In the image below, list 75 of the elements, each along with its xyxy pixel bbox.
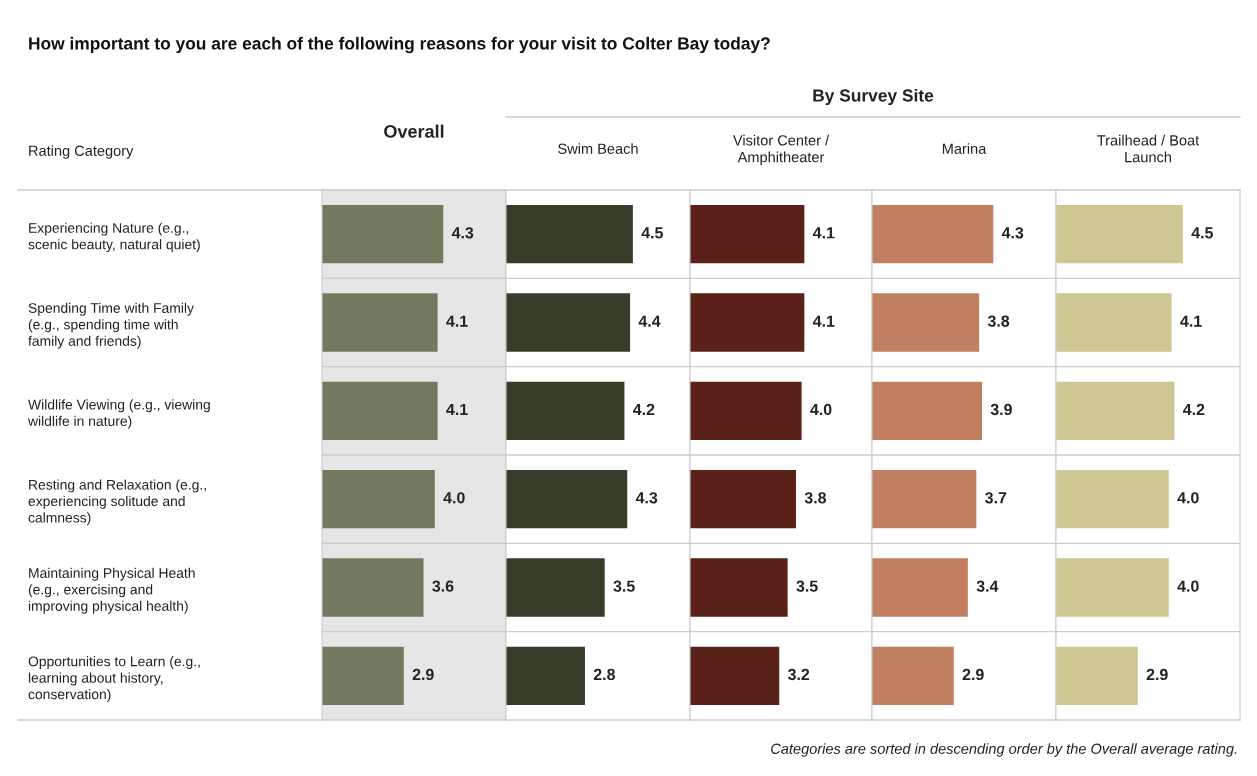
bar [322,646,404,705]
data-label: 3.8 [987,315,1010,327]
y-tick-label: Maintaining Physical Heath (e.g., exercising and improving physical health) [28,567,195,614]
y-tick-label: Experiencing Nature (e.g., scenic beauty, natural quiet) [28,222,200,253]
y-tick-label: Spending Time with Family (e.g., spending time with family and friends) [28,302,194,349]
bar [506,558,605,617]
bar [690,470,796,529]
text: Categories are sorted in descending order by the Overall average rating. [771,743,1237,757]
bar [690,558,788,617]
bar [506,293,631,352]
bar [506,381,625,440]
bar [506,205,633,264]
bar [322,381,438,440]
bar [322,205,444,264]
data-label: 4.2 [633,403,655,415]
bar [690,646,780,705]
bar [1056,381,1175,440]
data-label: 4.1 [446,403,468,415]
data-label: 4.1 [812,227,835,239]
data-label: 3.6 [432,580,454,592]
y-tick-label: Wildlife Viewing (e.g., viewing wildlife in nature) [27,399,210,429]
data-label: 4.5 [641,227,663,239]
data-label: 3.2 [787,668,810,681]
bar [690,205,805,264]
data-label: 4.1 [812,315,835,327]
data-label: 4.2 [1183,403,1205,415]
data-label: 4.3 [451,227,474,239]
bar [690,381,802,440]
text: How important to you are each of the following reasons for your visit to Colter Bay today? [29,36,770,54]
bar [1056,470,1169,529]
data-label: 2.9 [412,668,434,681]
y-axis-title: Rating Category [29,145,134,159]
bar [1056,646,1138,705]
bar [872,558,968,617]
data-label: 4.1 [446,315,468,327]
chart-title: Overall [384,124,444,138]
bar [322,558,424,617]
data-label: 4.3 [1001,227,1024,239]
bar [506,646,585,705]
y-tick-label: Opportunities to Learn (e.g., learning about history, conservation) [28,656,200,702]
data-label: 4.5 [1191,227,1213,239]
bar [1056,205,1183,264]
bar [872,470,977,529]
data-label: 3.8 [804,492,827,504]
data-label: 4.0 [1177,580,1199,592]
data-label: 2.9 [962,668,984,681]
data-label: 3.5 [796,580,818,592]
text: By Survey Site [813,88,934,106]
bar [1056,293,1172,352]
data-label: 3.5 [613,580,635,592]
chart-title: Trailhead / Boat Launch [1097,134,1200,163]
bar [322,470,435,529]
bar [872,205,994,264]
bar [1056,558,1169,617]
bar [506,470,628,529]
data-label: 3.4 [976,580,999,592]
chart-title: Marina [942,143,987,154]
bar [872,381,982,440]
data-label: 4.0 [810,403,832,416]
bar [872,646,954,705]
data-label: 2.9 [1146,668,1168,681]
data-label: 4.0 [1177,492,1199,504]
data-label: 2.8 [593,668,615,681]
data-label: 3.9 [990,403,1012,416]
data-label: 3.7 [985,492,1007,504]
chart-title: Visitor Center / Amphitheater [732,134,830,166]
bar [690,293,805,352]
data-label: 4.4 [638,315,661,327]
data-label: 4.1 [1180,315,1202,327]
bar [872,293,980,352]
bar [322,293,438,352]
data-label: 4.0 [443,492,465,504]
data-label: 4.3 [635,492,658,504]
chart-title: Swim Beach [558,143,638,154]
y-tick-label: Resting and Relaxation (e.g., experiencing solitude and calmness) [28,479,206,526]
